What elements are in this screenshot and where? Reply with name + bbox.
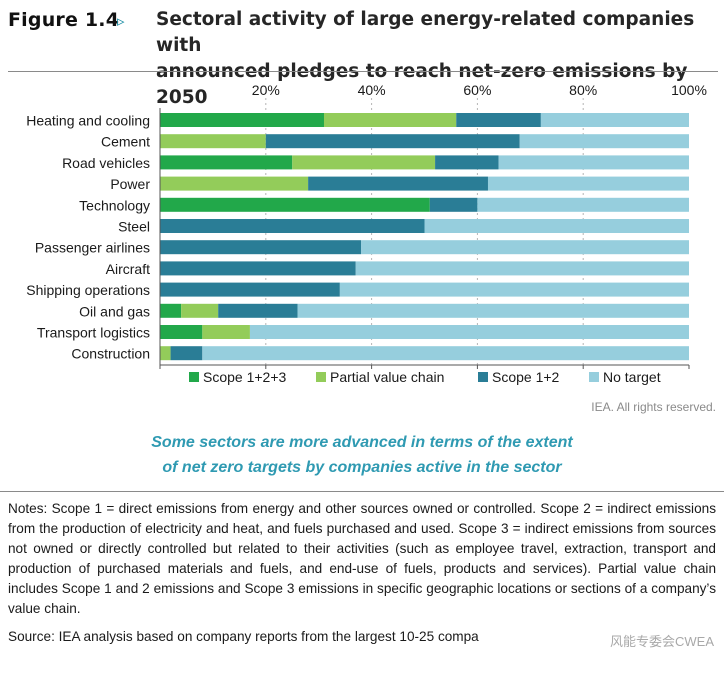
- bar-segment: [297, 303, 689, 318]
- bar-segment: [170, 346, 203, 361]
- bar-segment: [249, 325, 689, 339]
- bar-segment: [160, 197, 430, 212]
- bar-segment: [519, 134, 689, 149]
- category-label: Transport logistics: [37, 325, 150, 341]
- category-label: Heating and cooling: [26, 113, 150, 129]
- bar-segment: [429, 197, 478, 212]
- legend-label: Partial value chain: [330, 369, 444, 385]
- bar-segment: [265, 134, 520, 149]
- bar-segment: [456, 113, 541, 127]
- bar-segment: [498, 155, 689, 170]
- header-divider: [8, 71, 718, 72]
- legend-swatch: [589, 372, 599, 382]
- legend-label: Scope 1+2+3: [203, 369, 287, 385]
- bar-segment: [487, 176, 689, 191]
- bar-segment: [160, 240, 362, 255]
- category-label: Power: [110, 176, 150, 192]
- legend-swatch: [478, 372, 488, 382]
- category-label: Construction: [71, 346, 150, 362]
- bar-segment: [181, 303, 219, 318]
- figure-label: Figure 1.4: [8, 9, 120, 31]
- copyright-credit: IEA. All rights reserved.: [591, 400, 716, 414]
- figure-caption: Some sectors are more advanced in terms …: [0, 430, 724, 480]
- bar-segment: [160, 261, 356, 276]
- bar-segment: [308, 176, 488, 191]
- bar-segment: [160, 219, 425, 233]
- bar-segment: [160, 176, 309, 191]
- bar-segment: [323, 113, 457, 127]
- bar-segment: [160, 303, 182, 318]
- category-label: Road vehicles: [62, 155, 150, 171]
- figure-header: Figure 1.4 ▹ Sectoral activity of large …: [0, 0, 724, 108]
- category-label: Aircraft: [106, 261, 150, 277]
- bar-segment: [160, 113, 324, 127]
- x-tick-label: 40%: [358, 82, 386, 98]
- bar-segment: [424, 219, 689, 233]
- x-tick-label: 100%: [671, 82, 707, 98]
- bar-segment: [540, 113, 689, 127]
- source-text: Source: IEA analysis based on company re…: [8, 629, 479, 644]
- bar-segment: [292, 155, 436, 170]
- caption-line-2: of net zero targets by companies active …: [162, 459, 562, 476]
- bar-segment: [435, 155, 499, 170]
- category-label: Steel: [118, 219, 150, 235]
- category-label: Shipping operations: [26, 282, 150, 298]
- caption-line-1: Some sectors are more advanced in terms …: [151, 434, 573, 451]
- x-tick-label: 80%: [569, 82, 597, 98]
- x-tick-label: 60%: [463, 82, 491, 98]
- bar-segment: [160, 155, 293, 170]
- legend-swatch: [316, 372, 326, 382]
- x-tick-label: 20%: [252, 82, 280, 98]
- category-label: Cement: [101, 134, 150, 150]
- bar-segment: [202, 325, 250, 339]
- stacked-bar-chart: 20% 40% 60% 80% 100% Heating and cooling Cemen…: [26, 82, 707, 385]
- legend-swatch: [189, 372, 199, 382]
- figure-arrow-icon: ▹: [117, 13, 125, 30]
- category-label: Oil and gas: [79, 303, 150, 319]
- legend-label: No target: [603, 369, 661, 385]
- watermark-text: 风能专委会CWEA: [609, 634, 714, 649]
- bar-segment: [361, 240, 689, 255]
- bar-segment: [160, 134, 266, 149]
- notes-text: Notes: Scope 1 = direct emissions from e…: [8, 501, 716, 616]
- bar-segment: [160, 346, 171, 361]
- bar-segment: [477, 197, 689, 212]
- legend-label: Scope 1+2: [492, 369, 560, 385]
- category-label: Technology: [79, 197, 150, 213]
- bar-segment: [160, 282, 340, 297]
- bar-segment: [339, 282, 689, 297]
- bar-segment: [160, 325, 203, 339]
- figure-title-line-1: Sectoral activity of large energy-relate…: [156, 9, 695, 56]
- bar-segment: [202, 346, 689, 361]
- category-label: Passenger airlines: [35, 240, 150, 256]
- bar-segment: [218, 303, 298, 318]
- notes-section: Notes: Scope 1 = direct emissions from e…: [0, 491, 724, 673]
- bar-segment: [355, 261, 689, 276]
